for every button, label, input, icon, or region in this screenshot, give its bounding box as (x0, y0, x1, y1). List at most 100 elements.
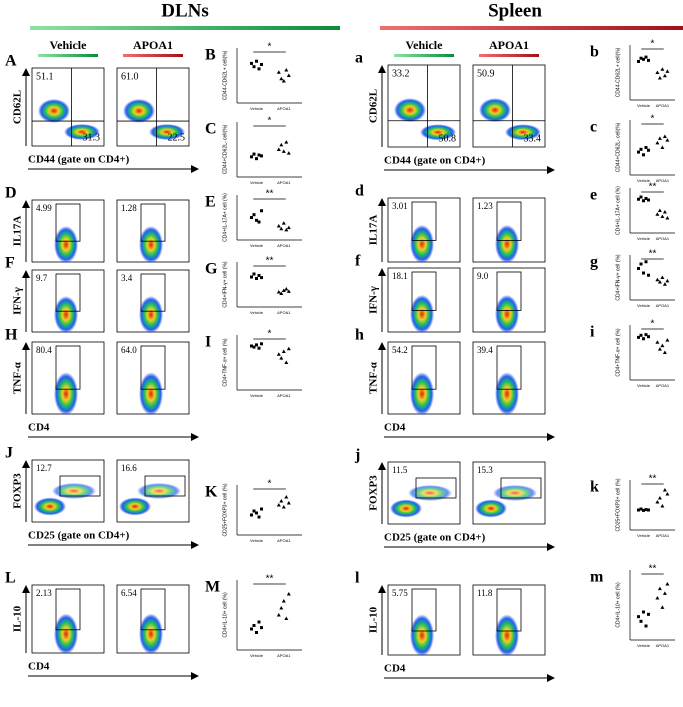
data-point (284, 360, 289, 364)
data-point (647, 273, 650, 277)
y-axis-label: TNF-α (12, 361, 24, 394)
data-point (279, 291, 284, 295)
data-point (281, 505, 286, 509)
data-point (639, 147, 643, 151)
gate-value: 15.3 (477, 465, 493, 475)
x-axis-label: CD4 (28, 422, 50, 434)
data-point (279, 142, 284, 147)
stat-y-label: CD4+IFN-γ+ cell (%) (222, 261, 228, 307)
stat-x-label: APOA1 (277, 180, 291, 185)
panel-letter: M (205, 579, 220, 596)
data-point (644, 197, 648, 200)
data-point (642, 57, 645, 61)
data-point (286, 346, 291, 351)
data-point (250, 513, 253, 517)
data-point (665, 338, 670, 342)
data-point (257, 274, 261, 277)
data-point (255, 157, 258, 161)
cell-cloud (123, 98, 155, 123)
data-point (647, 508, 650, 512)
panel-letter: a (355, 50, 363, 67)
section-bar (30, 26, 340, 30)
data-point (284, 140, 289, 144)
data-point (257, 67, 261, 71)
panel-letter: H (5, 327, 18, 344)
gate-value: 64.0 (121, 345, 137, 355)
data-point (255, 59, 258, 63)
data-point (665, 69, 670, 73)
stat-y-label: CD4+TNF-α+ cell (%) (615, 328, 621, 377)
data-point (660, 275, 665, 279)
data-point (662, 488, 667, 492)
gate-value: 31.3 (83, 132, 101, 143)
data-point (279, 76, 284, 81)
data-point (655, 500, 660, 504)
data-point (647, 148, 650, 152)
cell-cloud (137, 483, 181, 499)
gate (55, 273, 81, 312)
stat-x-label: Vehicle (637, 103, 651, 108)
gate-value: 4.99 (36, 203, 52, 213)
panel-letter: h (355, 327, 364, 344)
group-label: Vehicle (406, 38, 444, 52)
data-point (260, 342, 263, 346)
x-axis-label: CD44 (gate on CD4+) (28, 154, 130, 166)
data-point (284, 227, 289, 232)
sig-label: ** (266, 189, 274, 200)
group-bar (38, 54, 98, 57)
data-point (644, 333, 648, 337)
stat-x-label: Vehicle (637, 643, 651, 648)
panel-letter: E (205, 194, 216, 211)
data-point (284, 287, 289, 291)
stat-y-label: CD44+CD62L- cell(%) (615, 122, 621, 172)
data-point (655, 212, 660, 216)
data-point (657, 347, 662, 351)
section-title: Spleen (488, 0, 542, 21)
data-point (647, 612, 650, 616)
data-point (260, 63, 263, 66)
data-point (637, 335, 640, 339)
gate (500, 477, 542, 499)
gate-value: 54.2 (392, 345, 408, 355)
data-point (639, 507, 643, 511)
data-point (655, 277, 660, 282)
data-point (642, 337, 645, 341)
data-point (286, 592, 291, 596)
panel-letter: I (205, 334, 211, 351)
data-point (639, 619, 643, 623)
data-point (657, 76, 662, 80)
stat-x-label: APOA1 (656, 303, 670, 308)
cell-cloud (139, 296, 163, 334)
y-axis-label: IFN-γ (12, 287, 24, 315)
data-point (260, 276, 263, 280)
stat-x-label: Vehicle (250, 393, 264, 398)
data-point (647, 335, 650, 339)
data-point (647, 198, 650, 202)
sig-label: ** (649, 249, 657, 260)
data-point (276, 352, 281, 356)
data-point (281, 349, 286, 353)
stat-x-label: Vehicle (637, 178, 651, 183)
cell-cloud (475, 499, 507, 518)
sig-label: * (651, 319, 655, 330)
panel-letter: D (5, 185, 17, 202)
sig-label: ** (266, 574, 274, 585)
cell-cloud (420, 124, 456, 141)
panel-letter: c (590, 119, 597, 136)
gate-value: 11.8 (477, 588, 493, 598)
panel-letter: l (355, 570, 360, 587)
data-point (662, 350, 667, 354)
data-point (281, 221, 286, 225)
panel-letter: f (355, 253, 361, 270)
gate (411, 588, 437, 632)
x-axis-label: CD4 (384, 663, 406, 675)
data-point (279, 226, 284, 231)
data-point (255, 277, 258, 280)
data-point (252, 624, 256, 627)
panel-letter: i (590, 324, 595, 341)
data-point (284, 495, 289, 499)
cell-cloud (495, 372, 519, 416)
data-point (660, 67, 665, 71)
cell-cloud (390, 499, 422, 518)
data-point (665, 138, 670, 142)
